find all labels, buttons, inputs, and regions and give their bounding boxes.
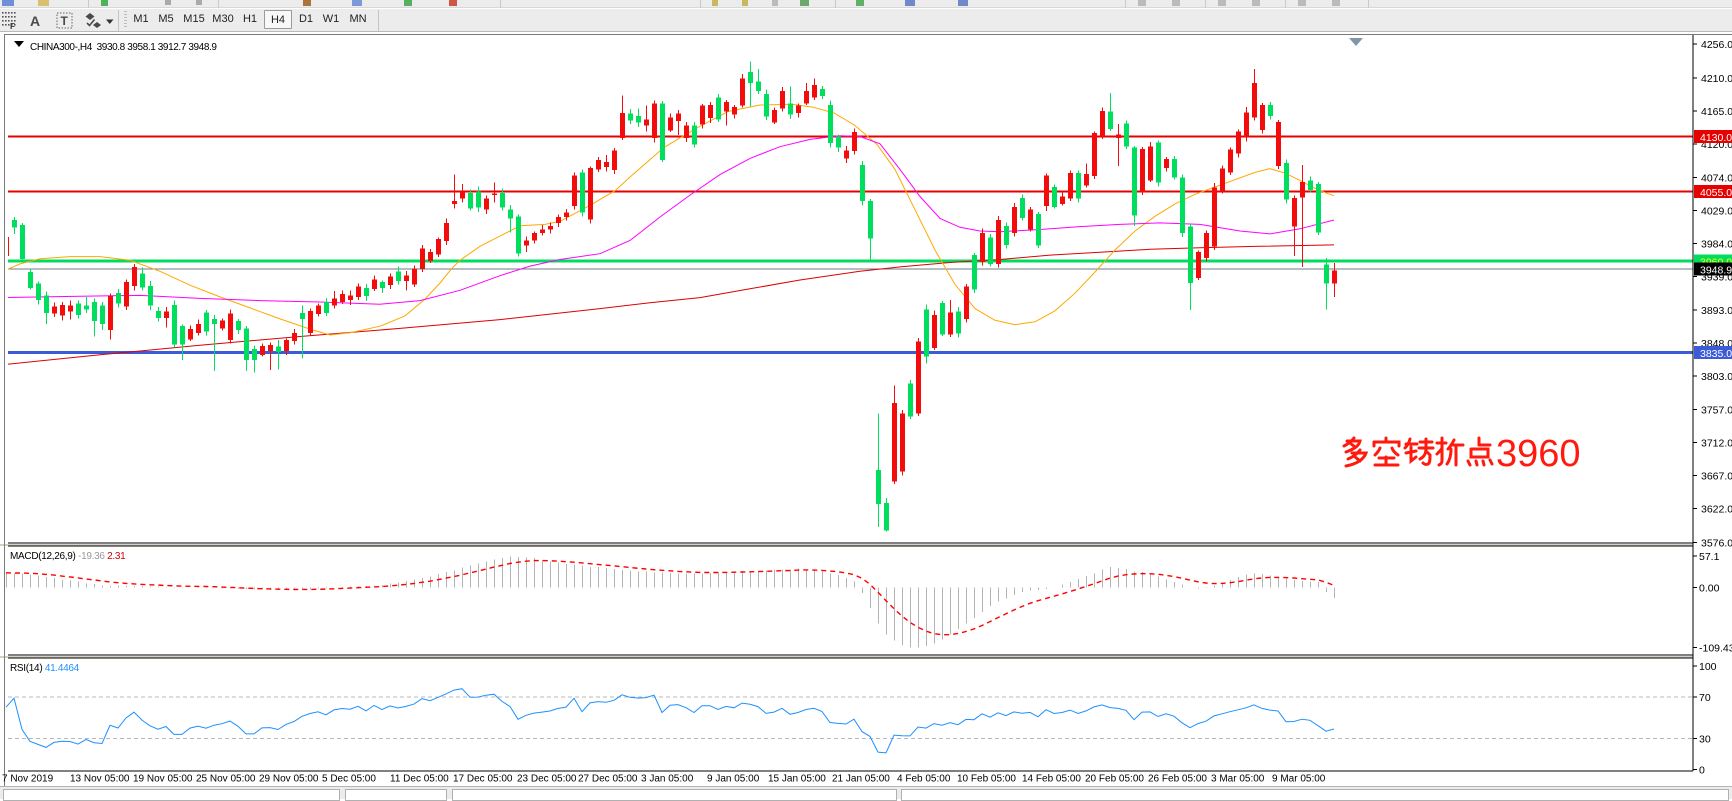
svg-text:3576.0: 3576.0 xyxy=(1701,537,1732,549)
svg-text:30: 30 xyxy=(1699,734,1711,746)
svg-text:29 Nov 05:00: 29 Nov 05:00 xyxy=(259,774,319,785)
svg-text:F: F xyxy=(10,22,15,31)
svg-text:0.00: 0.00 xyxy=(1699,583,1720,595)
svg-text:13 Nov 05:00: 13 Nov 05:00 xyxy=(70,774,130,785)
svg-text:CHINA300-,H4 3930.8 3958.1 39: CHINA300-,H4 3930.8 3958.1 3912.7 3948.9 xyxy=(30,42,217,53)
svg-text:4074.0: 4074.0 xyxy=(1701,173,1732,185)
svg-text:3948.9: 3948.9 xyxy=(1700,265,1732,277)
svg-text:19 Nov 05:00: 19 Nov 05:00 xyxy=(133,774,193,785)
svg-text:15 Jan 05:00: 15 Jan 05:00 xyxy=(768,774,826,785)
svg-text:4055.0: 4055.0 xyxy=(1700,187,1732,199)
svg-text:14 Feb 05:00: 14 Feb 05:00 xyxy=(1022,774,1081,785)
svg-text:T: T xyxy=(61,14,69,28)
svg-text:A: A xyxy=(30,13,40,29)
svg-text:4029.0: 4029.0 xyxy=(1701,206,1732,218)
svg-text:3803.0: 3803.0 xyxy=(1701,371,1732,383)
svg-text:3712.0: 3712.0 xyxy=(1701,438,1732,450)
svg-text:9 Mar 05:00: 9 Mar 05:00 xyxy=(1272,774,1326,785)
svg-text:3622.0: 3622.0 xyxy=(1701,504,1732,516)
svg-text:7 Nov 2019: 7 Nov 2019 xyxy=(2,774,54,785)
svg-text:3984.0: 3984.0 xyxy=(1701,238,1732,250)
svg-text:11 Dec 05:00: 11 Dec 05:00 xyxy=(390,774,449,785)
svg-text:MACD(12,26,9) -19.36 2.31: MACD(12,26,9) -19.36 2.31 xyxy=(10,551,126,562)
svg-text:3893.0: 3893.0 xyxy=(1701,305,1732,317)
svg-text:-109.43: -109.43 xyxy=(1699,643,1732,655)
svg-text:3 Jan 05:00: 3 Jan 05:00 xyxy=(641,774,694,785)
svg-text:20 Feb 05:00: 20 Feb 05:00 xyxy=(1085,774,1144,785)
svg-text:17 Dec 05:00: 17 Dec 05:00 xyxy=(453,774,513,785)
svg-text:27 Dec 05:00: 27 Dec 05:00 xyxy=(578,774,638,785)
svg-text:57.1: 57.1 xyxy=(1699,551,1720,563)
svg-text:4 Feb 05:00: 4 Feb 05:00 xyxy=(897,774,951,785)
svg-text:4210.0: 4210.0 xyxy=(1701,73,1732,85)
svg-text:25 Nov 05:00: 25 Nov 05:00 xyxy=(196,774,256,785)
svg-text:0: 0 xyxy=(1699,765,1705,777)
svg-text:10 Feb 05:00: 10 Feb 05:00 xyxy=(957,774,1016,785)
svg-text:21 Jan 05:00: 21 Jan 05:00 xyxy=(832,774,890,785)
svg-text:3960: 3960 xyxy=(1496,433,1581,475)
svg-text:3757.0: 3757.0 xyxy=(1701,405,1732,417)
svg-text:70: 70 xyxy=(1699,692,1711,704)
svg-text:RSI(14) 41.4464: RSI(14) 41.4464 xyxy=(10,663,80,674)
svg-text:4256.0: 4256.0 xyxy=(1701,39,1732,51)
svg-text:4130.0: 4130.0 xyxy=(1700,132,1732,144)
svg-text:26 Feb 05:00: 26 Feb 05:00 xyxy=(1148,774,1207,785)
svg-text:100: 100 xyxy=(1699,661,1717,673)
svg-text:3 Mar 05:00: 3 Mar 05:00 xyxy=(1211,774,1265,785)
svg-text:4165.0: 4165.0 xyxy=(1701,106,1732,118)
svg-text:23 Dec 05:00: 23 Dec 05:00 xyxy=(517,774,577,785)
svg-text:9 Jan 05:00: 9 Jan 05:00 xyxy=(707,774,760,785)
svg-text:5 Dec 05:00: 5 Dec 05:00 xyxy=(322,774,376,785)
svg-text:3667.0: 3667.0 xyxy=(1701,471,1732,483)
svg-text:3835.0: 3835.0 xyxy=(1700,348,1732,360)
